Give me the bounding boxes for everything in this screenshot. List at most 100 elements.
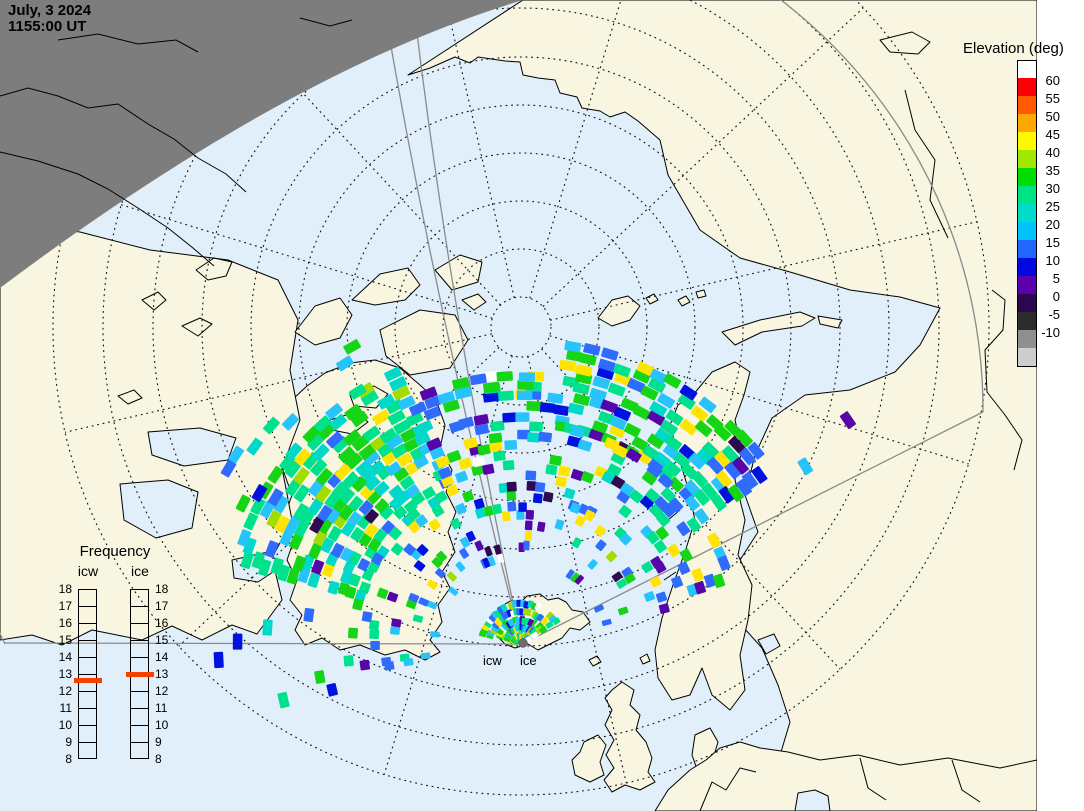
echo-cell	[494, 618, 503, 627]
coastline-franz-josef-1	[677, 295, 691, 307]
echo-cell	[357, 558, 371, 572]
echo-cell	[665, 409, 684, 426]
echo-cell	[376, 587, 389, 600]
coastline-ireland	[571, 734, 607, 783]
echo-cell	[482, 557, 491, 568]
echo-cell	[601, 471, 616, 485]
coastline-eurasia	[407, 0, 1038, 811]
echo-cell	[372, 409, 391, 426]
map-detail-line	[663, 571, 677, 581]
echo-cell	[592, 376, 610, 390]
echo-cell	[525, 470, 537, 481]
echo-cell	[315, 485, 332, 503]
echo-cell	[405, 599, 417, 610]
echo-cell	[351, 434, 370, 452]
echo-cell	[517, 380, 534, 390]
elevation-tick-label: 5	[1052, 271, 1060, 286]
echo-cell	[671, 575, 684, 589]
echo-cell	[469, 373, 487, 386]
frequency-bar-icw	[78, 589, 97, 759]
frequency-bar-divider	[131, 725, 148, 726]
frequency-bar-divider	[79, 725, 96, 726]
echo-cell	[616, 578, 628, 589]
coastline-island-2	[351, 267, 421, 306]
echo-cell	[629, 489, 644, 504]
echo-cell	[483, 370, 501, 382]
echo-cell	[614, 372, 632, 387]
echo-cell	[399, 475, 415, 490]
map-detail-line	[195, 257, 233, 281]
elevation-tick-label: -10	[1041, 325, 1060, 340]
frequency-tick-label-left: 17	[58, 599, 72, 613]
frequency-tick-label-right: 16	[155, 616, 169, 630]
echo-cell	[326, 683, 339, 697]
echo-cell	[393, 505, 408, 520]
echo-cell	[579, 353, 597, 366]
echo-cell	[396, 490, 411, 505]
echo-cell	[647, 433, 665, 449]
echo-cell	[567, 402, 585, 416]
echo-cell	[677, 393, 696, 410]
echo-cell	[613, 406, 632, 422]
echo-cell	[594, 525, 607, 537]
map-detail-line	[984, 289, 1023, 471]
echo-cell	[446, 571, 457, 582]
echo-cell	[358, 532, 373, 547]
echo-cell	[343, 655, 354, 667]
echo-cell	[277, 691, 290, 709]
echo-cell	[361, 611, 373, 623]
frequency-bar-divider	[79, 708, 96, 709]
echo-cell	[654, 561, 667, 574]
echo-cell	[426, 600, 438, 610]
echo-cell	[532, 493, 543, 504]
echo-cell	[471, 464, 484, 476]
echo-cell	[388, 484, 404, 500]
echo-cell	[414, 432, 431, 447]
frequency-bar-divider	[79, 657, 96, 658]
echo-cell	[308, 543, 323, 560]
echo-cell	[684, 495, 700, 512]
echo-cell	[572, 382, 590, 395]
echo-cell	[413, 455, 429, 469]
site-label-ice: ice	[520, 653, 537, 668]
echo-cell	[655, 591, 668, 603]
echo-cell	[488, 614, 497, 623]
echo-cell	[364, 523, 379, 538]
echo-cell	[613, 363, 631, 378]
echo-cell	[554, 519, 565, 531]
echo-cell	[397, 452, 413, 467]
elevation-legend-title: Elevation (deg)	[963, 40, 1064, 57]
echo-cell	[434, 490, 448, 504]
echo-cell	[360, 390, 379, 407]
echo-cell	[330, 542, 345, 558]
echo-cell	[329, 413, 347, 431]
map-detail-line	[699, 767, 757, 811]
current-frequency-marker-ice	[126, 672, 154, 678]
frequency-tick-label-left: 11	[59, 701, 72, 715]
echo-cell	[350, 527, 365, 542]
echo-cell	[213, 651, 224, 669]
echo-cell	[569, 502, 581, 514]
echo-cell	[566, 350, 584, 362]
echo-cell	[607, 382, 626, 397]
echo-cell	[715, 470, 733, 488]
echo-cell	[645, 488, 660, 503]
echo-cell	[539, 402, 556, 414]
echo-cell	[612, 443, 628, 458]
echo-cell	[609, 424, 626, 439]
echo-cell	[347, 627, 359, 639]
echo-cell	[706, 456, 724, 475]
frequency-bar-divider	[131, 657, 148, 658]
right-margin	[1037, 0, 1084, 811]
echo-cell	[518, 502, 527, 512]
echo-cell	[472, 455, 486, 468]
echo-cell	[686, 517, 702, 533]
coastline-franz-josef-2	[695, 289, 707, 299]
echo-cell	[517, 429, 531, 440]
frequency-tick-label-right: 13	[155, 667, 169, 681]
frequency-tick-label-right: 15	[155, 633, 169, 647]
echo-cell	[473, 414, 489, 426]
echo-cell	[658, 603, 670, 614]
echo-cell	[403, 543, 416, 556]
frequency-tick-label-right: 18	[155, 582, 169, 596]
